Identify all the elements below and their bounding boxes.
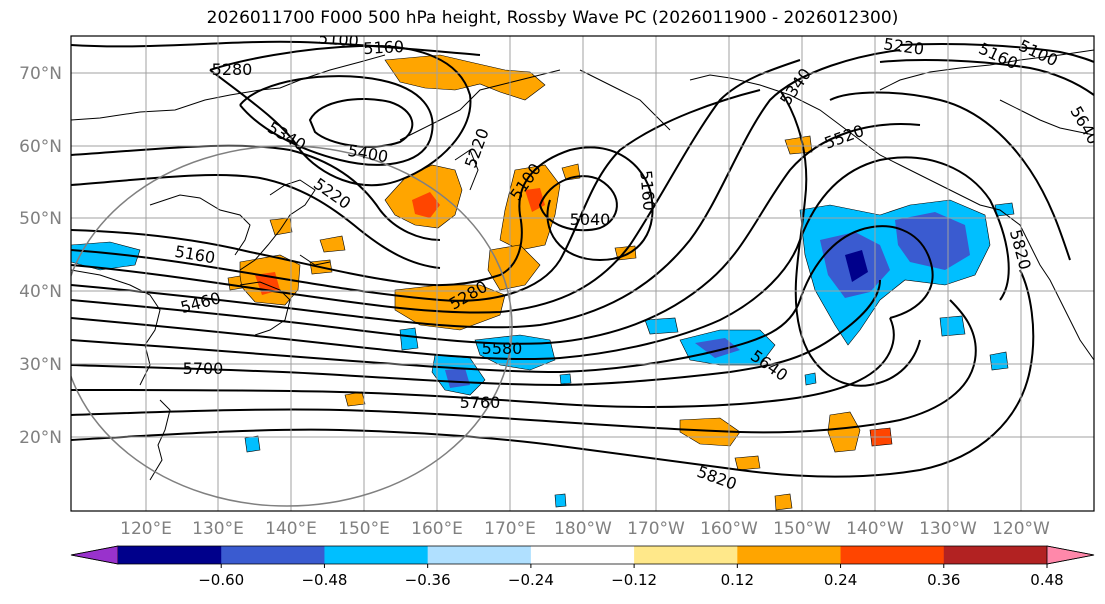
colorbar-segment: [530, 546, 635, 564]
lon-label: 140°E: [265, 519, 317, 539]
lon-label: 120°W: [992, 519, 1050, 539]
lon-label: 160°E: [411, 519, 463, 539]
colorbar-tick-label: 0.48: [1030, 571, 1063, 589]
lon-label: 140°W: [846, 519, 904, 539]
colorbar-tick-label: 0.24: [824, 571, 857, 589]
lon-label: 170°E: [484, 519, 536, 539]
anomaly-shading: [71, 54, 1015, 511]
lon-label: 180°W: [554, 519, 612, 539]
colorbar-extend-low: [70, 545, 119, 565]
map-title: 2026011700 F000 500 hPa height, Rossby W…: [206, 8, 899, 28]
colorbar-extend-high: [1046, 545, 1095, 565]
colorbar-segment: [427, 546, 532, 564]
longitude-labels: 120°E 130°E 140°E 150°E 160°E 170°E 180°…: [120, 519, 1050, 539]
lat-label: 50°N: [19, 209, 62, 229]
colorbar-tick-label: −0.60: [198, 571, 244, 589]
colorbar-ticks: −0.60 −0.48 −0.36 −0.24 −0.12 0.12 0.24 0.36 0.4…: [198, 564, 1064, 589]
lon-label: 160°W: [700, 519, 758, 539]
colorbar: −0.60 −0.48 −0.36 −0.24 −0.12 0.12 0.24 0.36 0.4…: [70, 545, 1095, 589]
contour-label: 5160: [363, 37, 405, 58]
contour-label: 5700: [183, 359, 224, 378]
height-contours: [71, 40, 1094, 478]
lat-label: 20°N: [19, 428, 62, 448]
colorbar-segment: [221, 546, 325, 564]
coastlines: [71, 49, 1094, 481]
contour-label: 5580: [482, 339, 523, 358]
graticule: [71, 36, 1094, 511]
colorbar-segment: [324, 546, 429, 564]
lon-label: 150°W: [773, 519, 831, 539]
lon-label: 170°W: [627, 519, 685, 539]
lat-label: 30°N: [19, 355, 62, 375]
colorbar-tick-label: −0.24: [508, 571, 554, 589]
colorbar-segment: [943, 546, 1048, 564]
colorbar-segments: [70, 545, 1095, 565]
colorbar-outline: [70, 545, 1095, 565]
colorbar-tick-label: 0.36: [927, 571, 960, 589]
contour-label: 5280: [212, 60, 253, 79]
contour-label: 5760: [460, 393, 501, 412]
colorbar-tick-label: −0.36: [405, 571, 451, 589]
lat-label: 60°N: [19, 137, 62, 157]
colorbar-segment: [737, 546, 842, 564]
lon-label: 150°E: [338, 519, 390, 539]
colorbar-tick-label: 0.12: [721, 571, 754, 589]
colorbar-tick-label: −0.48: [301, 571, 347, 589]
contour-label: 5160: [636, 169, 658, 211]
lon-label: 120°E: [120, 519, 172, 539]
contour-label: 5100: [317, 28, 359, 50]
contour-label: 5040: [570, 210, 611, 229]
lat-label: 70°N: [19, 64, 62, 84]
colorbar-segment: [118, 546, 222, 564]
colorbar-segment: [634, 546, 738, 564]
lon-label: 130°E: [192, 519, 244, 539]
latitude-labels: 70°N 60°N 50°N 40°N 30°N 20°N: [19, 64, 62, 448]
contour-label: 5220: [882, 34, 925, 58]
colorbar-tick-label: −0.12: [611, 571, 657, 589]
map-panel: 5100 5160 5280 5340 5400 5220 5220 5100 …: [70, 28, 1095, 512]
reference-circle: [71, 145, 513, 507]
lon-label: 130°W: [919, 519, 977, 539]
map-frame: [70, 35, 1095, 512]
lat-label: 40°N: [19, 282, 62, 302]
colorbar-segment: [840, 546, 945, 564]
